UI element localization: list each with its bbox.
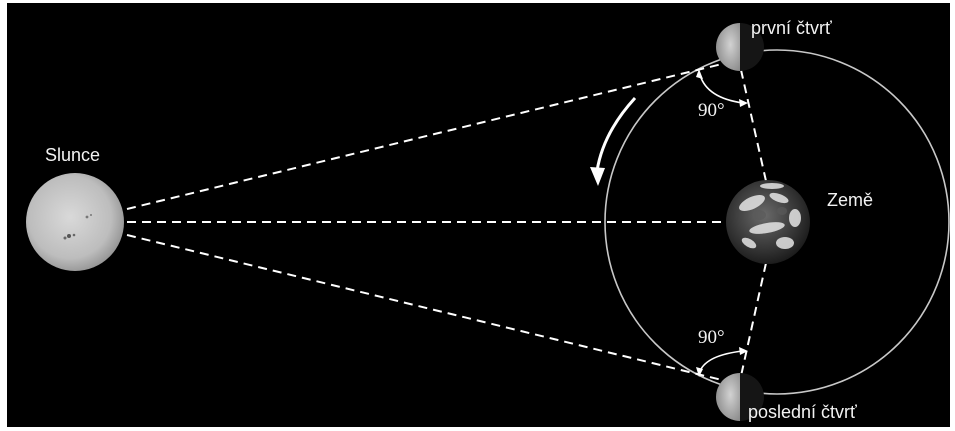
angle-label-upper: 90° (698, 100, 725, 121)
moon-orbit (604, 49, 950, 395)
sightline-to-first-quarter (126, 62, 727, 210)
sun-label: Slunce (45, 145, 101, 165)
earth-to-first-quarter-line (738, 60, 767, 182)
first-quarter-moon-icon (716, 23, 764, 71)
angle-arc-upper (699, 74, 744, 104)
last-quarter-label: poslední čtvrť (748, 402, 857, 422)
angle-arc-lower (699, 350, 744, 372)
orbit-direction-arrow (595, 96, 637, 172)
sightline-to-last-quarter (126, 234, 727, 382)
earth-icon (726, 180, 810, 264)
earth-label: Země (827, 190, 874, 210)
last-quarter-moon-icon (716, 373, 764, 421)
earth-to-last-quarter-line (738, 262, 767, 386)
sun-icon (26, 173, 124, 271)
diagram-canvas (26, 23, 950, 421)
first-quarter-label: první čtvrť (751, 18, 832, 38)
angle-label-lower: 90° (698, 327, 725, 348)
moon-phases-diagram: Slunce Země první čtvrť poslední čtvrť 9… (7, 3, 950, 427)
